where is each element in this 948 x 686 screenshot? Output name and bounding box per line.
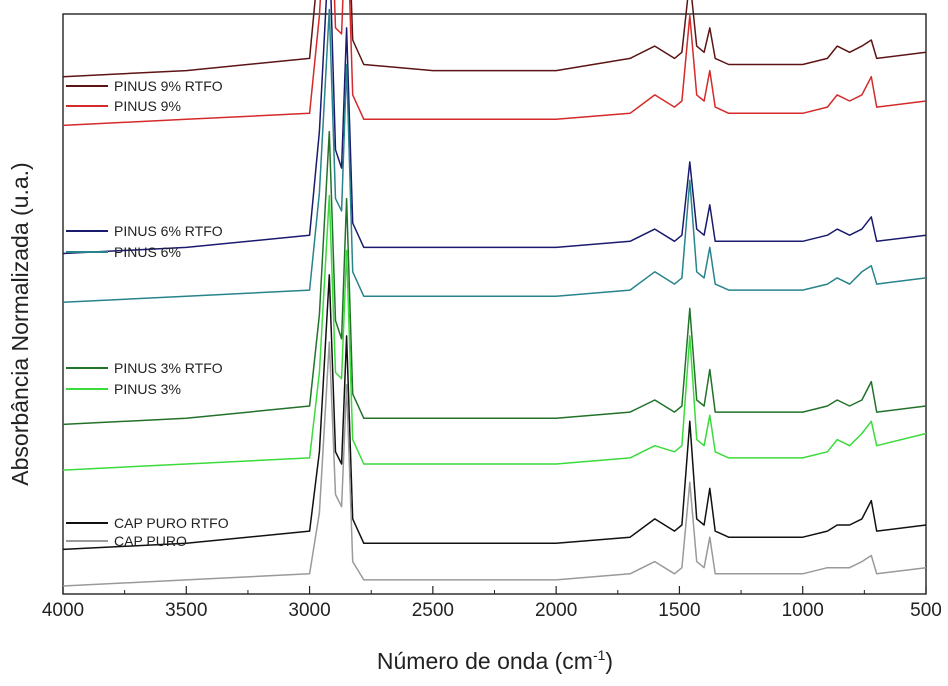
series-line-pinus-9- <box>62 0 927 127</box>
x-tick-label: 500 <box>910 600 942 621</box>
x-tick-label: 3000 <box>288 600 330 621</box>
x-tick-label: 1000 <box>782 600 824 621</box>
legend-label: PINUS 9% RTFO <box>114 78 223 94</box>
series-line-pinus-3- <box>62 194 927 471</box>
x-axis-label-superscript: -1 <box>593 647 606 663</box>
legend-label: CAP PURO RTFO <box>114 515 229 531</box>
legend-label: CAP PURO <box>114 533 187 549</box>
plot-frame <box>62 13 927 595</box>
x-tick-label: 4000 <box>42 600 84 621</box>
legend-label: PINUS 3% RTFO <box>114 360 223 376</box>
series-line-cap-puro-rtfo <box>62 274 927 551</box>
series-line-pinus-6- <box>62 8 927 304</box>
series-line-pinus-3-rtfo <box>62 130 927 426</box>
series-lines <box>62 0 927 587</box>
y-axis-label: Absorbância Normalizada (u.a.) <box>7 162 33 485</box>
legend-label: PINUS 9% <box>114 98 181 114</box>
x-tick-label: 1500 <box>658 600 700 621</box>
legend-label: PINUS 3% <box>114 381 181 397</box>
x-axis-label-main: Número de onda (cm <box>377 648 593 674</box>
x-tick-label: 2500 <box>412 600 454 621</box>
series-line-cap-puro <box>62 341 927 587</box>
x-axis-ticks: 4000 3500 3000 2500 2000 1500 1000 500 <box>42 586 942 621</box>
legend-label: PINUS 6% <box>114 244 181 260</box>
x-axis-label: Número de onda (cm-1) <box>377 647 613 674</box>
series-line-pinus-9-rtfo <box>62 0 927 78</box>
legend-label: PINUS 6% RTFO <box>114 223 223 239</box>
x-axis-label-suffix: ) <box>605 648 613 674</box>
x-tick-label: 2000 <box>535 600 577 621</box>
series-line-pinus-6-rtfo <box>62 0 927 255</box>
x-tick-label: 3500 <box>165 600 207 621</box>
legend: PINUS 9% RTFO PINUS 9% PINUS 6% RTFO PINUS … <box>66 78 229 549</box>
